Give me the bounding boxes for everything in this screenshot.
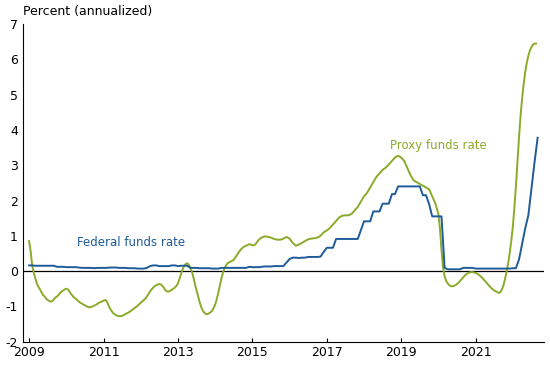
Text: Proxy funds rate: Proxy funds rate — [390, 139, 487, 152]
Text: Federal funds rate: Federal funds rate — [78, 236, 185, 249]
Text: Percent (annualized): Percent (annualized) — [23, 5, 152, 18]
